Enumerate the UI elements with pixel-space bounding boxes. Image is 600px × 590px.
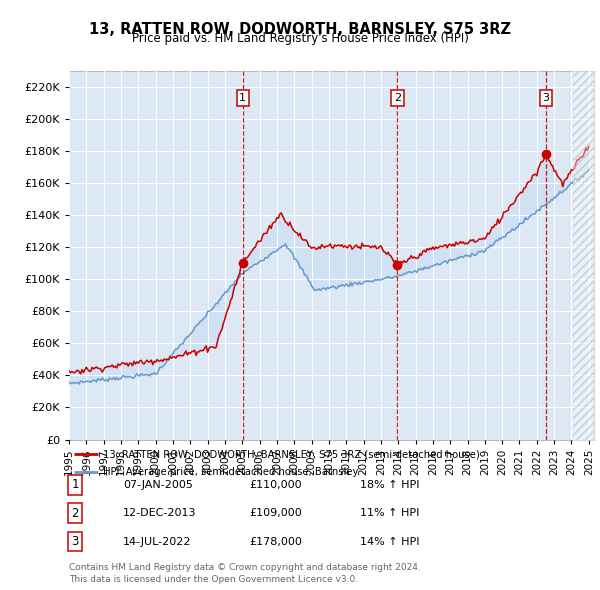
Text: 18% ↑ HPI: 18% ↑ HPI [360, 480, 419, 490]
Text: £110,000: £110,000 [249, 480, 302, 490]
Text: 14-JUL-2022: 14-JUL-2022 [123, 537, 191, 546]
Text: 07-JAN-2005: 07-JAN-2005 [123, 480, 193, 490]
Text: 13, RATTEN ROW, DODWORTH, BARNSLEY, S75 3RZ (semi-detached house): 13, RATTEN ROW, DODWORTH, BARNSLEY, S75 … [103, 450, 480, 460]
Text: 2: 2 [71, 507, 79, 520]
Text: This data is licensed under the Open Government Licence v3.0.: This data is licensed under the Open Gov… [69, 575, 358, 584]
Text: 11% ↑ HPI: 11% ↑ HPI [360, 509, 419, 518]
Text: £109,000: £109,000 [249, 509, 302, 518]
Text: 13, RATTEN ROW, DODWORTH, BARNSLEY, S75 3RZ: 13, RATTEN ROW, DODWORTH, BARNSLEY, S75 … [89, 22, 511, 37]
Text: 1: 1 [71, 478, 79, 491]
Text: Contains HM Land Registry data © Crown copyright and database right 2024.: Contains HM Land Registry data © Crown c… [69, 563, 421, 572]
Text: Price paid vs. HM Land Registry's House Price Index (HPI): Price paid vs. HM Land Registry's House … [131, 32, 469, 45]
Text: 1: 1 [239, 93, 246, 103]
Text: 12-DEC-2013: 12-DEC-2013 [123, 509, 197, 518]
Text: 3: 3 [542, 93, 550, 103]
Text: 2: 2 [394, 93, 401, 103]
Text: 3: 3 [71, 535, 79, 548]
Text: 14% ↑ HPI: 14% ↑ HPI [360, 537, 419, 546]
Text: HPI: Average price, semi-detached house, Barnsley: HPI: Average price, semi-detached house,… [103, 467, 359, 477]
Text: £178,000: £178,000 [249, 537, 302, 546]
